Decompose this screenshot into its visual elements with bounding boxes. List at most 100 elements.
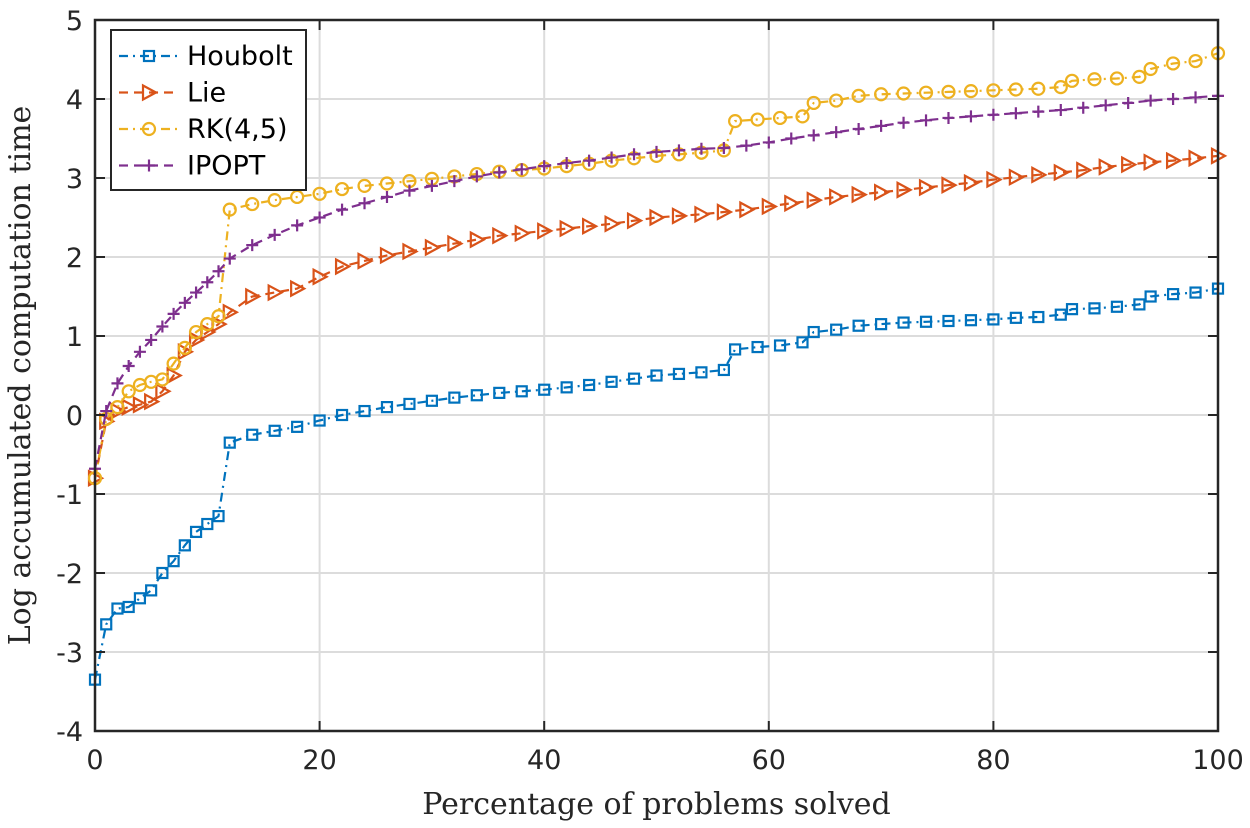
data-point-ipopt — [605, 151, 618, 164]
data-point-ipopt — [223, 252, 236, 265]
legend-entry-lie: Lie — [119, 78, 226, 109]
data-point-rk-4-5 — [166, 356, 181, 371]
data-point-ipopt — [1099, 99, 1112, 112]
series-line-lie — [93, 154, 1219, 479]
legend: Houbolt Lie RK(4,5) IPOPT — [110, 29, 307, 191]
data-point-rk-4-5 — [873, 87, 889, 102]
data-point-rk-4-5 — [1064, 73, 1080, 88]
data-point-ipopt — [291, 219, 304, 232]
data-point-rk-4-5 — [772, 110, 788, 126]
data-point-lie — [537, 222, 554, 240]
data-point-rk-4-5 — [200, 317, 215, 332]
series-rk-4-5 — [87, 46, 1226, 486]
data-point-lie — [582, 217, 599, 236]
legend-label-ipopt: IPOPT — [187, 151, 266, 182]
data-point-houbolt — [1009, 311, 1022, 324]
y-tick-label: 1 — [66, 322, 83, 353]
data-point-ipopt — [942, 111, 955, 124]
data-point-lie — [671, 207, 689, 225]
data-point-lie — [1188, 149, 1205, 168]
x-axis-label: Percentage of problems solved — [422, 787, 890, 822]
series-line-houbolt — [93, 287, 1219, 680]
data-point-houbolt — [448, 391, 461, 404]
data-point-rk-4-5 — [1143, 61, 1158, 77]
data-point-rk-4-5 — [851, 88, 866, 103]
data-point-lie — [986, 170, 1003, 189]
data-point-rk-4-5 — [750, 112, 765, 127]
y-tick-label: 4 — [66, 85, 83, 116]
data-point-rk-4-5 — [267, 193, 282, 208]
data-point-lie — [155, 382, 172, 401]
data-point-ipopt — [178, 296, 191, 309]
data-point-houbolt — [1065, 303, 1079, 316]
y-tick-label: 0 — [66, 401, 83, 432]
data-point-houbolt — [122, 600, 135, 614]
data-point-ipopt — [1032, 105, 1045, 118]
data-point-ipopt — [650, 145, 663, 158]
data-point-ipopt — [628, 148, 641, 161]
legend-label-rk-4-5: RK(4,5) — [187, 114, 287, 145]
data-point-rk-4-5 — [379, 176, 395, 191]
data-point-lie — [829, 188, 846, 206]
legend-entry-houbolt: Houbolt — [119, 41, 293, 72]
data-point-lie — [492, 226, 509, 245]
data-point-lie — [469, 230, 487, 249]
data-point-lie — [1165, 151, 1183, 170]
data-point-ipopt — [212, 265, 225, 278]
data-point-ipopt — [133, 345, 146, 358]
data-point-ipopt — [560, 156, 573, 169]
legend-entries: Houbolt Lie RK(4,5) IPOPT — [119, 41, 293, 182]
data-point-houbolt — [773, 339, 787, 352]
data-point-ipopt — [785, 132, 798, 145]
data-point-rk-4-5 — [1132, 69, 1147, 84]
data-point-houbolt — [313, 414, 326, 427]
data-point-lie — [559, 219, 576, 238]
data-point-houbolt — [751, 340, 764, 354]
data-point-lie — [739, 200, 756, 219]
data-point-houbolt — [133, 592, 147, 605]
data-point-ipopt — [145, 333, 158, 346]
data-point-rk-4-5 — [941, 84, 956, 99]
data-point-ipopt — [1144, 94, 1157, 107]
data-point-ipopt — [515, 163, 528, 176]
data-point-rk-4-5 — [121, 384, 136, 399]
data-point-lie — [290, 279, 307, 298]
data-point-ipopt — [380, 190, 393, 203]
data-point-ipopt — [1054, 104, 1067, 117]
data-point-ipopt — [717, 141, 730, 154]
y-tick-label: -2 — [56, 559, 83, 590]
data-point-rk-4-5 — [110, 400, 125, 415]
data-point-lie — [761, 197, 779, 216]
data-point-ipopt — [470, 170, 483, 183]
data-point-rk-4-5 — [1031, 81, 1046, 96]
data-point-ipopt — [852, 123, 865, 136]
data-point-ipopt — [987, 108, 1000, 121]
data-point-ipopt — [583, 154, 596, 167]
data-point-lie — [1031, 165, 1048, 184]
data-point-houbolt — [830, 323, 843, 336]
data-point-lie — [851, 185, 868, 204]
data-point-houbolt — [627, 372, 641, 385]
data-point-rk-4-5 — [1165, 56, 1181, 71]
series-lie — [87, 147, 1228, 488]
data-point-ipopt — [336, 203, 349, 216]
data-point-ipopt — [538, 160, 551, 173]
data-point-houbolt — [807, 325, 820, 339]
data-point-houbolt — [111, 602, 124, 615]
data-point-houbolt — [538, 383, 551, 396]
data-point-lie — [188, 331, 206, 349]
data-point-lie — [1053, 163, 1071, 182]
data-point-houbolt — [583, 378, 596, 392]
y-tick-label: 5 — [66, 6, 83, 37]
data-point-lie — [604, 214, 621, 233]
data-point-ipopt — [111, 377, 124, 390]
data-point-rk-4-5 — [1053, 80, 1068, 95]
data-point-rk-4-5 — [222, 202, 237, 217]
legend-entry-ipopt: IPOPT — [119, 151, 266, 182]
data-point-rk-4-5 — [1087, 72, 1102, 87]
data-point-houbolt — [560, 381, 573, 394]
data-point-houbolt — [605, 375, 618, 388]
data-point-houbolt — [672, 367, 686, 381]
data-point-rk-4-5 — [806, 95, 821, 111]
data-point-ipopt — [156, 320, 169, 333]
